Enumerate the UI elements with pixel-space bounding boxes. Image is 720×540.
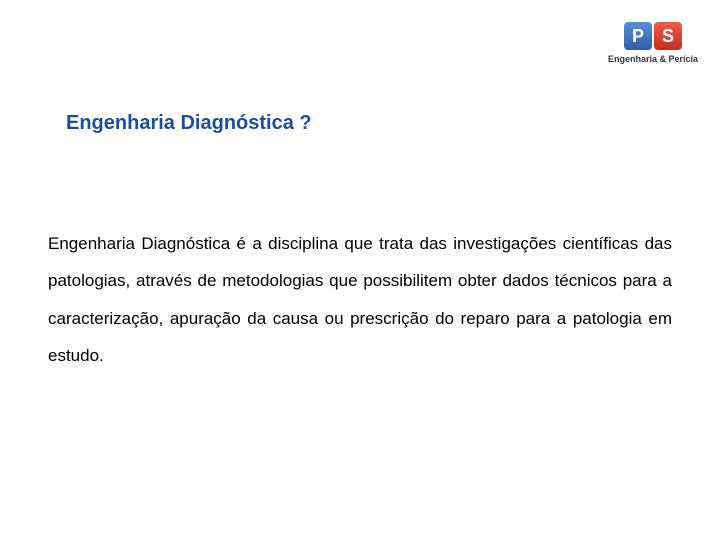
logo-letter-s: S	[654, 22, 682, 50]
logo-boxes: P S	[598, 22, 708, 50]
logo-tagline: Engenharia & Perícia	[598, 54, 708, 64]
slide-heading: Engenharia Diagnóstica ?	[66, 112, 312, 135]
logo-letter-p: P	[624, 22, 652, 50]
slide-page: P S Engenharia & Perícia Engenharia Diag…	[0, 0, 720, 540]
logo: P S Engenharia & Perícia	[598, 22, 708, 64]
slide-body-text: Engenharia Diagnóstica é a disciplina qu…	[48, 225, 672, 375]
